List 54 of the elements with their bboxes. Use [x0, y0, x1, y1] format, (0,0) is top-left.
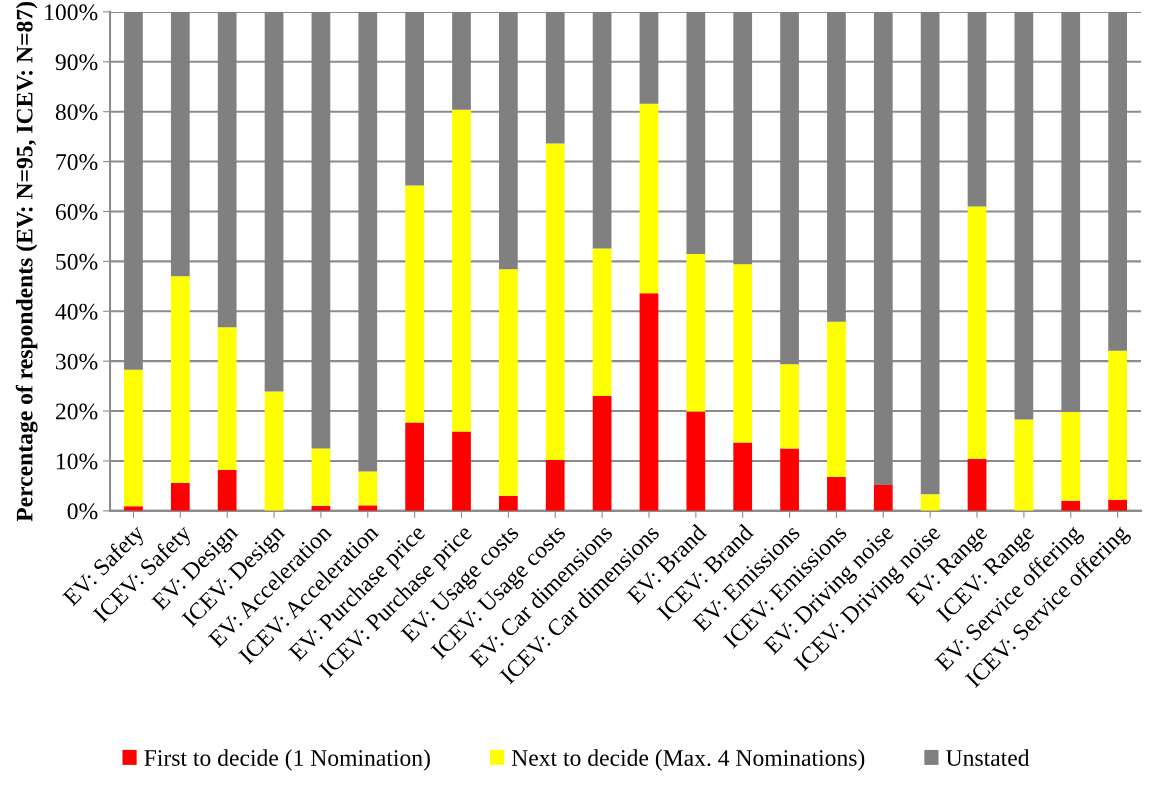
bar: [405, 422, 425, 511]
bar: [686, 411, 706, 511]
bar: [311, 448, 331, 506]
bar: [733, 442, 753, 511]
y-tick-label: 10%: [57, 453, 98, 470]
bar: [873, 484, 893, 511]
bar: [545, 459, 565, 511]
y-tick-label: 20%: [55, 403, 98, 420]
legend-label: Unstated: [946, 749, 1030, 766]
bar: [1108, 350, 1127, 500]
legend-label: Next to decide (Max. 4 Nominations): [511, 749, 865, 771]
bar: [686, 253, 706, 412]
bar: [1061, 500, 1081, 511]
bar: [405, 185, 425, 423]
bar: [1014, 419, 1034, 511]
bar: [1061, 412, 1081, 501]
bar: [499, 495, 518, 511]
y-tick-label: 80%: [55, 104, 98, 121]
bar: [217, 327, 237, 470]
bar: [452, 109, 471, 432]
bar: [170, 482, 190, 511]
y-tick-label: 40%: [55, 303, 98, 320]
bar: [124, 369, 143, 507]
bar: [639, 103, 659, 294]
bar: [592, 248, 612, 397]
bar: [920, 494, 940, 511]
legend-label: First to decide (1 Nomination): [144, 749, 430, 771]
y-axis-title: Percentage of respondents (EV: N=95, ICEV: N=87): [15, 1, 38, 522]
y-tick-label: 30%: [56, 353, 98, 370]
y-tick-label: 90%: [55, 54, 98, 71]
bar: [1108, 499, 1127, 511]
bar: [827, 476, 846, 511]
bar: [733, 264, 753, 443]
y-tick-label: 0%: [67, 503, 98, 520]
bar: [827, 321, 846, 477]
bar: [967, 206, 987, 459]
bar: [545, 143, 565, 460]
bar: [499, 269, 518, 496]
y-tick-label: 70%: [56, 154, 98, 171]
bar: [358, 471, 378, 506]
bar: [780, 364, 799, 449]
y-tick-label: 100%: [45, 4, 98, 21]
bar: [170, 276, 190, 483]
bar: [124, 506, 143, 511]
bar: [967, 458, 987, 511]
bar: [592, 396, 612, 511]
bar: [780, 448, 799, 511]
y-tick-label: 60%: [55, 203, 98, 220]
y-tick-label: 50%: [56, 253, 98, 270]
bar: [358, 505, 378, 511]
bar: [264, 391, 284, 511]
bar: [452, 431, 471, 511]
bar: [639, 293, 659, 511]
bar: [217, 469, 237, 511]
